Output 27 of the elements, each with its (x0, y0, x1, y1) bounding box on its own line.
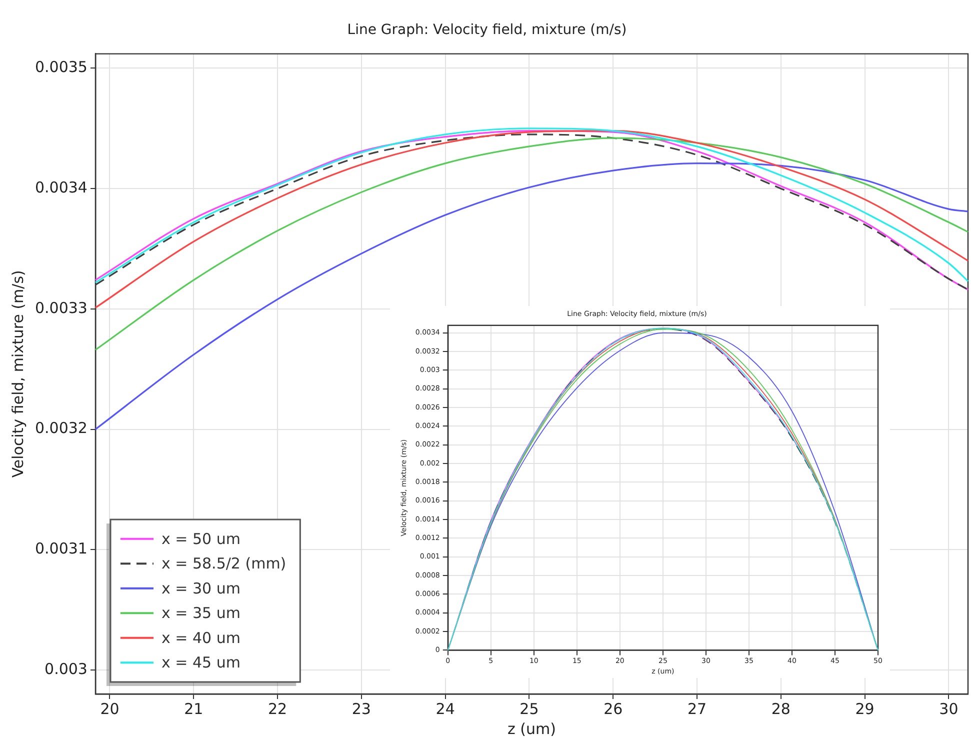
x-tick-label: 21 (184, 700, 204, 718)
y-tick-label: 0.0035 (34, 58, 88, 76)
y-tick-label: 0.0032 (34, 419, 88, 438)
x-tick-label: 22 (268, 700, 288, 718)
y-tick-label: 0.0034 (34, 178, 88, 196)
legend-label: x = 58.5/2 (mm) (161, 554, 286, 573)
chart-title: Line Graph: Velocity field, mixture (m/s) (347, 22, 627, 38)
y-axis-title: Velocity field, mixture (m/s) (8, 270, 27, 478)
x-tick-label: 20 (100, 700, 120, 718)
x-tick-label: 29 (855, 700, 874, 718)
legend-label: x = 35 um (161, 604, 240, 622)
x-tick-label: 25 (520, 700, 539, 718)
x-tick-label: 24 (436, 700, 455, 718)
x-tick-label: 23 (352, 700, 371, 718)
x-tick-label: 28 (771, 700, 790, 718)
legend-label: x = 45 um (161, 654, 240, 672)
y-tick-label: 0.0033 (34, 298, 88, 317)
x-tick-label: 30 (939, 700, 958, 718)
y-tick-label: 0.0031 (34, 539, 88, 558)
line-series (94, 162, 969, 430)
x-axis-title: z (um) (508, 720, 556, 738)
legend-label: x = 30 um (161, 579, 240, 598)
legend-label: x = 50 um (161, 530, 240, 548)
y-tick-label: 0.003 (44, 660, 88, 678)
x-tick-label: 27 (687, 700, 707, 718)
x-tick-label: 26 (604, 700, 623, 718)
legend-label: x = 40 um (161, 628, 240, 647)
